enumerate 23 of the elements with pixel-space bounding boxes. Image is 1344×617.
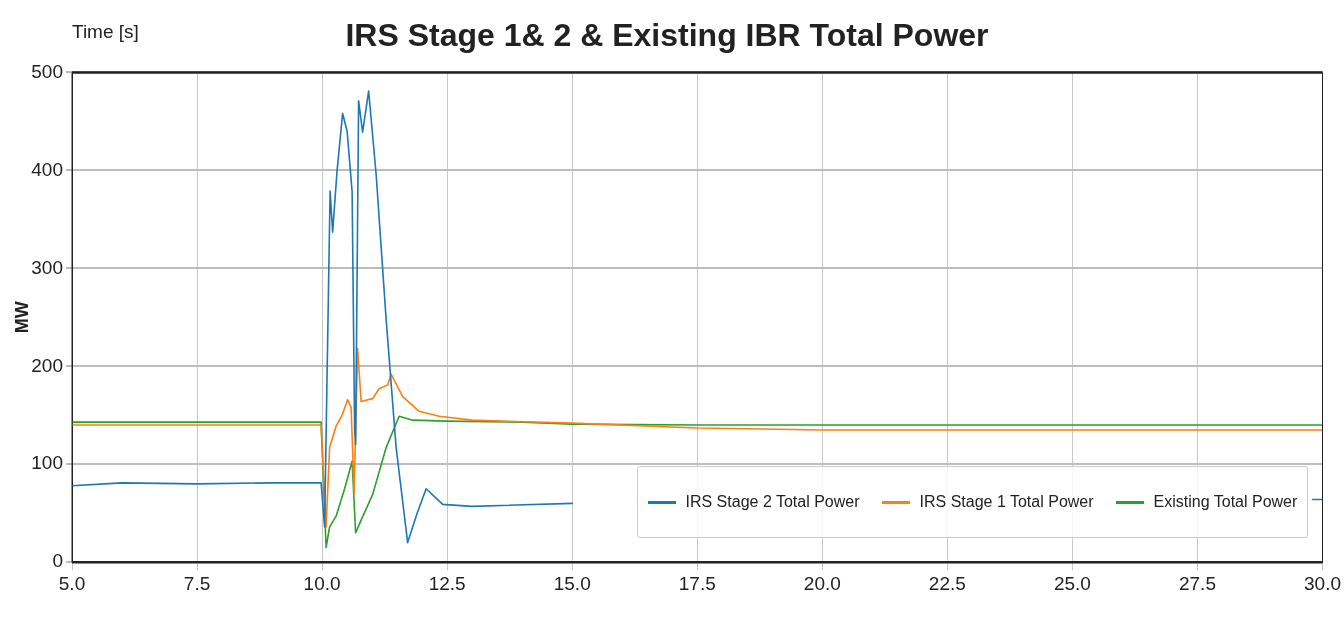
- chart-title: IRS Stage 1& 2 & Existing IBR Total Power: [345, 17, 989, 54]
- x-tick-label: 22.5: [928, 572, 966, 594]
- x-tick-label: 27.5: [1178, 572, 1216, 594]
- legend-label: IRS Stage 1 Total Power: [919, 493, 1094, 512]
- x-tick-label: 5.0: [58, 572, 86, 594]
- x-tick-label: 10.0: [303, 572, 341, 594]
- x-tick-label: 12.5: [428, 572, 466, 594]
- legend-label: IRS Stage 2 Total Power: [685, 493, 860, 512]
- text: Time [s]: [72, 21, 139, 42]
- legend-label: Existing Total Power: [1153, 493, 1298, 512]
- y-tick-label: 200: [31, 354, 63, 376]
- y-tick-label: 500: [31, 60, 63, 82]
- x-tick-label: 7.5: [183, 572, 211, 594]
- y-tick-label: 100: [31, 452, 63, 474]
- y-tick-label: 400: [31, 158, 63, 180]
- y-tick-label: 0: [52, 550, 63, 572]
- x-tick-label: 20.0: [803, 572, 841, 594]
- y-tick-label: 300: [31, 256, 63, 278]
- x-tick-label: 15.0: [553, 572, 591, 594]
- x-tick-label: 25.0: [1053, 572, 1091, 594]
- x-tick-label: 17.5: [678, 572, 716, 594]
- y-axis-title: MW: [11, 301, 32, 334]
- x-tick-label: 30.0: [1304, 572, 1341, 594]
